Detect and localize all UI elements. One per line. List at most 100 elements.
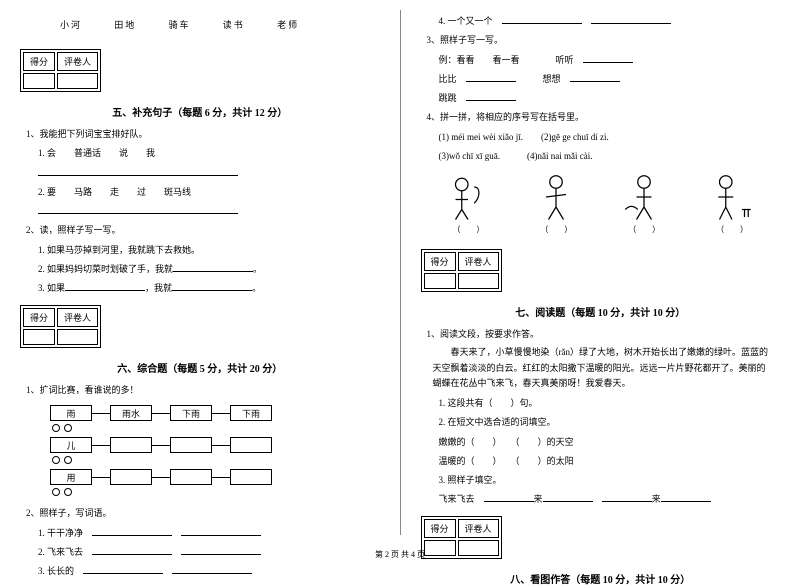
picture-row: （ ） （ ） （ ） （ ） [425, 172, 777, 235]
word: 老师 [277, 20, 299, 30]
dbox[interactable] [170, 437, 212, 453]
score-box-5: 得分 评卷人 [20, 49, 101, 92]
score-label: 得分 [23, 52, 55, 71]
q5-2: 2、读，照样子写一写。 [26, 223, 380, 237]
q7-s3a: 飞来飞去 来 来 [439, 491, 781, 507]
q5-1a-words: 1. 会 普通话 说 我 [38, 145, 380, 161]
dbox-head: 儿 [50, 437, 92, 453]
q6-2a: 1. 干干净净 [38, 525, 380, 541]
person-icon [531, 172, 581, 222]
ex-row: 比比 想想 [439, 71, 781, 87]
t: 温暖的（ [439, 456, 475, 466]
blank[interactable] [172, 564, 252, 574]
marker-label: 评卷人 [458, 519, 499, 538]
blank[interactable] [602, 492, 652, 502]
pic-2: （ ） [531, 172, 581, 235]
ex-a: 比比 [439, 74, 457, 84]
section-8-title: 八、看图作答（每题 10 分，共计 10 分） [421, 571, 781, 586]
marker-label: 评卷人 [57, 52, 98, 71]
q7-s2a: 嫩嫩的（ ） （ ）的天空 [439, 434, 781, 450]
vocab-row: 小河 田地 骑车 读书 老师 [60, 18, 380, 31]
section-6-title: 六、综合题（每题 5 分，共计 20 分） [20, 360, 380, 375]
score-box-7: 得分 评卷人 [421, 249, 502, 292]
caption[interactable]: （ ） [531, 224, 581, 235]
score-label: 得分 [23, 308, 55, 327]
blank[interactable] [661, 492, 711, 502]
right-column: 4. 一个又一个 3、照样子写一写。 例：看看 看一看 听听 比比 想想 跳跳 … [401, 0, 800, 545]
caption[interactable]: （ ） [707, 224, 757, 235]
dbox: 下雨 [170, 405, 212, 421]
blank[interactable] [172, 281, 252, 291]
section-5-title: 五、补充句子（每题 6 分，共计 12 分） [20, 104, 380, 119]
pic-3: （ ） [619, 172, 669, 235]
ex-c: 想想 [543, 74, 561, 84]
blank[interactable] [583, 53, 633, 63]
ex-a: 跳跳 [439, 93, 457, 103]
caption[interactable]: （ ） [443, 224, 493, 235]
line4-text: 4. 一个又一个 [439, 16, 493, 26]
line4: 4. 一个又一个 [439, 13, 781, 29]
word: 读书 [223, 20, 245, 30]
q5-2b: 2. 如果妈妈切菜时划破了手，我就。 [38, 261, 380, 277]
ex-c: 听听 [556, 55, 574, 65]
q5-1: 1、我能把下列词宝宝排好队。 [26, 127, 380, 141]
dbox: 雨水 [110, 405, 152, 421]
q6-2b: 2. 飞来飞去 [38, 544, 380, 560]
dbox[interactable] [230, 437, 272, 453]
py1: (1) méi mei wèi xiǎo jī. [439, 132, 523, 142]
q5-2a: 1. 如果马莎掉到河里，我就跳下去救她。 [38, 242, 380, 258]
answer-line[interactable] [38, 165, 380, 181]
caption[interactable]: （ ） [619, 224, 669, 235]
q6-2: 2、照样子，写词语。 [26, 506, 380, 520]
pinyin-row: (3)wǒ chī xī guā. (4)nǎi nai mǎi cài. [439, 148, 781, 164]
q7-1: 1、阅读文段，按要求作答。 [427, 327, 781, 341]
answer-line[interactable] [38, 203, 380, 219]
blank[interactable] [466, 72, 516, 82]
blank[interactable] [543, 492, 593, 502]
blank[interactable] [173, 262, 253, 272]
q7-s2: 2. 在短文中选合适的词填空。 [439, 414, 781, 430]
blank[interactable] [92, 545, 172, 555]
t: ） （ [493, 437, 520, 447]
t: ） （ [493, 456, 520, 466]
dbox-head: 雨 [50, 405, 92, 421]
dbox[interactable] [230, 469, 272, 485]
marker-label: 评卷人 [458, 252, 499, 271]
t: 来 [652, 494, 661, 504]
blank[interactable] [591, 14, 671, 24]
q6-2c: 3. 长长的 [38, 563, 380, 579]
score-label: 得分 [424, 252, 456, 271]
blank[interactable] [484, 492, 534, 502]
blank[interactable] [181, 526, 261, 536]
blank[interactable] [83, 564, 163, 574]
q6-2b-text: 2. 飞来飞去 [38, 547, 83, 557]
q3: 3、照样子写一写。 [427, 33, 781, 47]
person-dog-icon [707, 172, 757, 222]
dbox[interactable] [170, 469, 212, 485]
dbox[interactable] [110, 469, 152, 485]
section-7-title: 七、阅读题（每题 10 分，共计 10 分） [421, 304, 781, 319]
t: 飞来飞去 [439, 494, 475, 504]
blank[interactable] [65, 281, 145, 291]
q7-s3: 3. 照样子填空。 [439, 472, 781, 488]
person-icon [443, 172, 493, 222]
blank[interactable] [181, 545, 261, 555]
person-icon [619, 172, 669, 222]
q4: 4、拼一拼，将相应的序号写在括号里。 [427, 110, 781, 124]
word: 小河 [60, 20, 82, 30]
t: ）的天空 [538, 437, 574, 447]
blank[interactable] [570, 72, 620, 82]
q6-1: 1、扩词比赛，看谁说的多！ [26, 383, 380, 397]
q5-2c-mid: ，我就 [145, 283, 172, 293]
q6-2c-text: 3. 长长的 [38, 566, 74, 576]
score-box-8: 得分 评卷人 [421, 516, 502, 559]
blank[interactable] [466, 91, 516, 101]
ex-row: 跳跳 [439, 90, 781, 106]
blank[interactable] [502, 14, 582, 24]
t: 嫩嫩的（ [439, 437, 475, 447]
q7-s2b: 温暖的（ ） （ ）的太阳 [439, 453, 781, 469]
dbox-head: 用 [50, 469, 92, 485]
dbox[interactable] [110, 437, 152, 453]
py2: (2)gē ge chuī dí zi. [541, 132, 609, 142]
blank[interactable] [92, 526, 172, 536]
